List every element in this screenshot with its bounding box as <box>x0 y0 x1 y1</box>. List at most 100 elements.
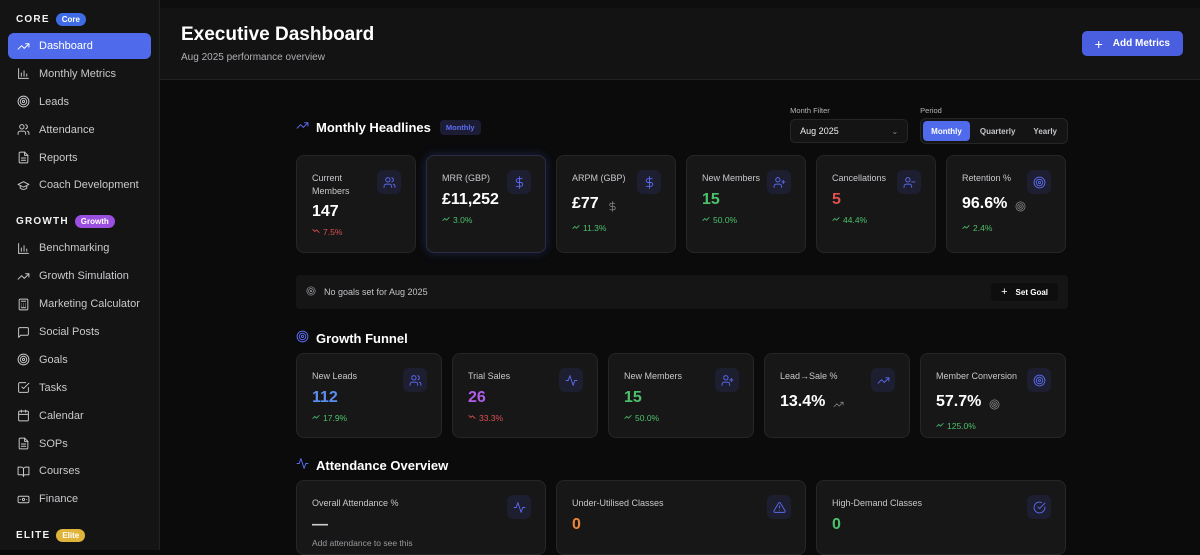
set-goal-button[interactable]: + Set Goal <box>991 283 1058 301</box>
metric-card-retention: Retention % 96.6% 2.4% <box>946 155 1066 253</box>
sidebar-item-dashboard[interactable]: Dashboard <box>8 33 151 59</box>
metric-card-new-leads: New Leads 112 17.9% <box>296 353 442 438</box>
goal-message: No goals set for Aug 2025 <box>306 286 428 298</box>
sidebar-item-coach-development[interactable]: Coach Development <box>8 172 151 198</box>
sidebar: CORE Core Dashboard Monthly Metrics Leads Att… <box>0 0 160 550</box>
sidebar-item-courses[interactable]: Courses <box>8 458 151 484</box>
sidebar-section-core: CORE Core <box>8 10 151 29</box>
sidebar-section-title: ELITE <box>16 530 51 542</box>
metric-change: 125.0% <box>936 421 1050 431</box>
dollar-icon <box>507 170 531 194</box>
metric-value-text: £77 <box>572 194 599 212</box>
sidebar-section-title: GROWTH <box>16 216 69 228</box>
metric-change-text: 11.3% <box>583 222 607 233</box>
sidebar-item-finance[interactable]: Finance <box>8 486 151 512</box>
metric-change: 3.0% <box>442 215 530 225</box>
users-icon <box>377 170 401 194</box>
sidebar-item-growth-simulation[interactable]: Growth Simulation <box>8 263 151 289</box>
attendance-cards: Overall Attendance % — Add attendance to s… <box>296 480 1068 555</box>
period-quarterly[interactable]: Quarterly <box>979 126 1016 136</box>
metric-card-arpm-gbp: ARPM (GBP) £77 11.3% <box>556 155 676 253</box>
metric-card-cancellations: Cancellations 5 44.4% <box>816 155 936 253</box>
target-icon <box>16 353 30 367</box>
metric-label: ARPM (GBP) <box>572 173 626 183</box>
sidebar-item-label: Reports <box>39 151 78 164</box>
trending-up-icon <box>572 223 580 233</box>
metric-label: New Members <box>702 173 761 183</box>
month-filter-select[interactable]: Aug 2025 ⌄ <box>790 119 909 143</box>
dollar-icon <box>607 199 618 217</box>
add-metrics-button[interactable]: + Add Metrics <box>1081 31 1183 56</box>
user-plus-icon <box>715 368 739 392</box>
period-monthly[interactable]: Monthly <box>923 121 970 141</box>
metric-label: Retention % <box>962 173 1012 183</box>
metric-card-overall-attendance: Overall Attendance % — Add attendance to s… <box>296 480 546 555</box>
metric-value-text: 96.6% <box>962 194 1008 212</box>
metric-card-mrr-gbp: MRR (GBP) £11,252 3.0% <box>426 155 546 253</box>
sidebar-item-monthly-metrics[interactable]: Monthly Metrics <box>8 61 151 87</box>
sidebar-item-marketing-calculator[interactable]: Marketing Calculator <box>8 291 151 317</box>
metric-value: 15 <box>702 191 790 209</box>
sidebar-item-sops[interactable]: SOPs <box>8 431 151 457</box>
bar-chart-icon <box>16 241 30 255</box>
metric-value-text: 15 <box>702 190 720 208</box>
metric-label: High-Demand Classes <box>832 498 923 508</box>
metric-value: — <box>312 516 530 534</box>
metric-label: Member Conversion <box>936 371 1018 381</box>
page-subtitle: Aug 2025 performance overview <box>181 52 325 63</box>
activity-icon <box>296 457 309 473</box>
sidebar-item-calendar[interactable]: Calendar <box>8 403 151 429</box>
sidebar-item-goals[interactable]: Goals <box>8 347 151 373</box>
metric-value-text: 0 <box>832 515 841 533</box>
metric-label: New Leads <box>312 371 358 381</box>
sidebar-item-label: Growth Simulation <box>39 270 129 283</box>
headlines-title: Monthly Headlines Monthly <box>296 119 481 135</box>
trending-up-icon <box>962 223 970 233</box>
metric-card-new-members: New Members 15 50.0% <box>608 353 754 438</box>
file-text-icon <box>16 437 30 451</box>
filters: Month Filter Aug 2025 ⌄ Period Monthly Qu… <box>790 106 1068 144</box>
metric-value: 96.6% <box>962 191 1050 217</box>
funnel-cards: New Leads 112 17.9% Trial Sales 26 33.3% New M… <box>296 353 1068 438</box>
sidebar-section-growth: GROWTH Growth <box>8 212 151 231</box>
sidebar-item-reports[interactable]: Reports <box>8 145 151 171</box>
top-strip <box>160 0 1200 8</box>
sidebar-item-tasks[interactable]: Tasks <box>8 375 151 401</box>
sidebar-item-leads[interactable]: Leads <box>8 89 151 115</box>
chevron-down-icon: ⌄ <box>891 126 899 136</box>
metric-value: 112 <box>312 389 426 407</box>
dollar-icon <box>637 170 661 194</box>
trending-up-icon <box>832 215 840 225</box>
activity-icon <box>507 495 531 519</box>
metric-value: 147 <box>312 203 400 221</box>
metric-label: Current Members <box>312 173 350 196</box>
target-icon <box>1015 199 1026 217</box>
sidebar-section-elite: ELITE Elite <box>8 526 151 545</box>
month-filter-label: Month Filter <box>790 106 830 115</box>
metric-value-text: 0 <box>572 515 581 533</box>
trending-up-icon <box>702 215 710 225</box>
metric-value-text: 147 <box>312 203 339 220</box>
main-content: Executive Dashboard Aug 2025 performance… <box>160 0 1200 555</box>
users-icon <box>403 368 427 392</box>
sidebar-item-social-posts[interactable]: Social Posts <box>8 319 151 345</box>
period-yearly[interactable]: Yearly <box>1033 126 1057 136</box>
metric-value-text: 5 <box>832 190 841 208</box>
metric-change-text: 50.0% <box>635 412 660 423</box>
metric-card-member-conversion: Member Conversion 57.7% 125.0% <box>920 353 1066 438</box>
month-filter-value: Aug 2025 <box>800 126 839 136</box>
metric-value-text: 26 <box>468 388 486 406</box>
sidebar-item-benchmarking[interactable]: Benchmarking <box>8 235 151 261</box>
sidebar-item-label: Monthly Metrics <box>39 67 117 80</box>
file-text-icon <box>16 151 30 165</box>
metric-change: 2.4% <box>962 223 1050 233</box>
plus-icon: + <box>1094 35 1103 52</box>
sidebar-item-attendance[interactable]: Attendance <box>8 117 151 143</box>
trending-up-icon <box>296 119 309 135</box>
metric-change: 50.0% <box>624 413 738 423</box>
metric-value: 15 <box>624 389 738 407</box>
trending-up-icon <box>833 397 844 415</box>
metric-change-text: 2.4% <box>973 222 993 233</box>
metric-label: MRR (GBP) <box>442 173 490 183</box>
metric-label: Under-Utilised Classes <box>572 498 664 508</box>
